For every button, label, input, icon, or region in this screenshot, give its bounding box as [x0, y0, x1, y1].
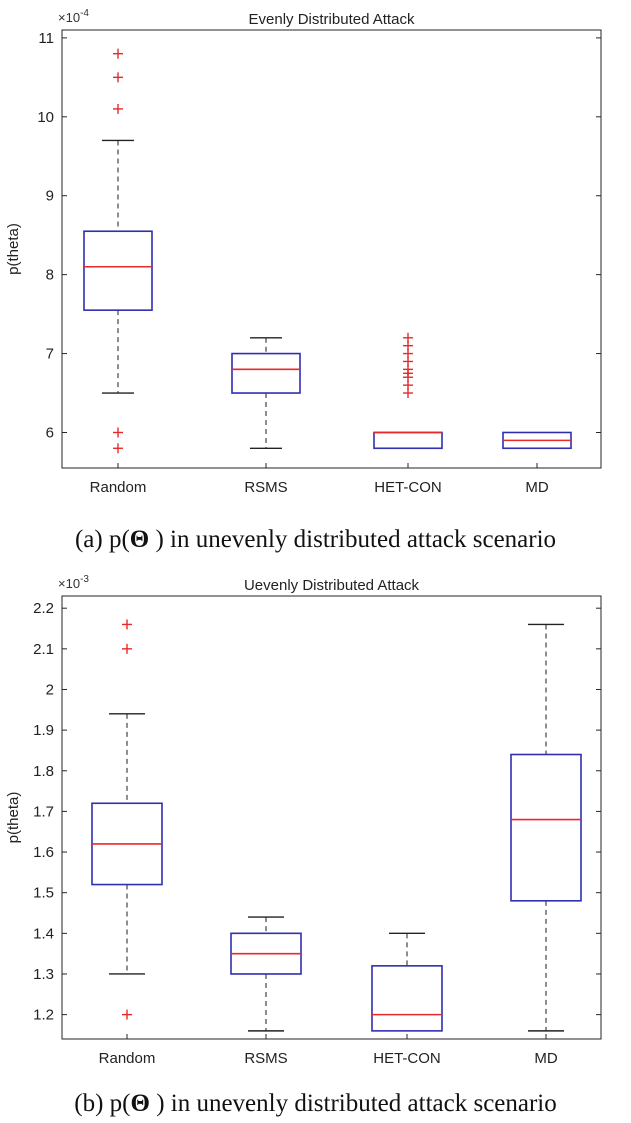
x-tick-label-het-con: HET-CON	[373, 1050, 441, 1067]
caption-a: (a) p(Θ ) in unevenly distributed attack…	[74, 526, 557, 553]
y-tick-label: 10	[37, 109, 54, 126]
box-rsms	[230, 916, 302, 1032]
y-tick-label: 1.8	[33, 763, 54, 780]
box-iqr	[510, 753, 582, 902]
x-tick-label-md: MD	[534, 1050, 557, 1067]
box-random	[83, 48, 153, 454]
chart-title: Evenly Distributed Attack	[249, 11, 415, 28]
y-tick-label: 9	[46, 188, 54, 205]
y-axis-label: p(theta)	[5, 223, 22, 275]
plot-area	[61, 29, 602, 469]
y-tick-label: 7	[46, 346, 54, 363]
x-tick-label-random: Random	[99, 1050, 156, 1067]
box-iqr	[83, 230, 153, 311]
x-tick-label-md: MD	[525, 479, 548, 496]
plot-area	[61, 595, 602, 1040]
chart-title: Uevenly Distributed Attack	[244, 577, 420, 594]
x-tick-label-random: Random	[90, 479, 147, 496]
outlier-marker	[122, 643, 132, 654]
y-tick-label: 8	[46, 267, 54, 284]
y-tick-label: 1.3	[33, 966, 54, 983]
y-tick-label: 1.9	[33, 722, 54, 739]
outlier-marker	[403, 388, 413, 399]
outlier-marker	[113, 103, 123, 114]
y-tick-label: 11	[38, 30, 54, 47]
y-tick-label: 2.1	[33, 641, 54, 658]
axis-scale-label: ×10-3	[58, 574, 89, 591]
outlier-marker	[122, 619, 132, 630]
outlier-marker	[122, 1009, 132, 1020]
outlier-marker	[113, 72, 123, 83]
box-het-con	[371, 932, 443, 1032]
box-rsms	[231, 337, 301, 449]
box-het-con	[373, 332, 443, 450]
axis-scale-label: ×10-4	[58, 8, 89, 25]
x-tick-label-het-con: HET-CON	[374, 479, 442, 496]
y-tick-label: 1.5	[33, 885, 54, 902]
outlier-marker	[113, 443, 123, 454]
box-iqr	[371, 965, 443, 1032]
y-tick-label: 1.4	[33, 925, 54, 942]
chart-unevenly-distributed: Uevenly Distributed Attack ×10-3 1.2 1.3 1.4…	[5, 574, 602, 1067]
outlier-marker	[113, 427, 123, 438]
outlier-marker	[113, 48, 123, 59]
y-tick-label: 1.6	[33, 844, 54, 861]
caption-b: (b) p(Θ ) in unevenly distributed attack…	[74, 1090, 557, 1117]
box-md	[502, 431, 572, 450]
x-tick-label-rsms: RSMS	[244, 1050, 287, 1067]
y-tick-label: 1.2	[33, 1007, 54, 1024]
y-tick-label: 2.2	[33, 600, 54, 617]
y-tick-label: 2	[46, 681, 54, 698]
y-axis-label: p(theta)	[5, 792, 22, 844]
y-tick-label: 1.7	[33, 803, 54, 820]
x-tick-label-rsms: RSMS	[244, 479, 287, 496]
box-iqr	[231, 352, 301, 394]
box-md	[510, 623, 582, 1032]
box-random	[91, 619, 163, 1020]
chart-evenly-distributed: Evenly Distributed Attack ×10-4 6 7 8 9 10 11 p(…	[5, 8, 602, 496]
y-tick-label: 6	[46, 424, 54, 441]
